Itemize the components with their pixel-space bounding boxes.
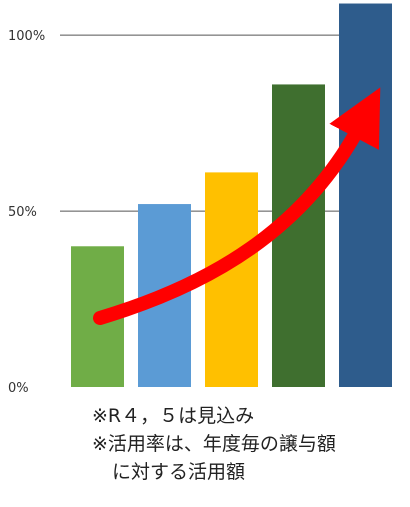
bar: [272, 84, 325, 387]
notes: ※R４，５は見込み ※活用率は、年度毎の譲与額 に対する活用額: [92, 402, 408, 486]
note-definition: ※活用率は、年度毎の譲与額: [92, 433, 336, 455]
note-estimate: ※R４，５は見込み: [92, 405, 255, 427]
trend-arrow: [93, 87, 381, 325]
bar: [339, 3, 392, 387]
note-definition-cont: に対する活用額: [112, 461, 246, 483]
y-tick-label: 50%: [8, 205, 37, 220]
y-axis: 0% 50% 100%: [8, 29, 45, 396]
y-tick-label: 100%: [8, 29, 45, 44]
bar: [205, 172, 258, 387]
bar-chart: 0%50%100% R元年度R２年度R３年度R４年度R5年度: [8, 3, 392, 396]
bars: [71, 3, 392, 387]
y-tick-label: 0%: [8, 381, 29, 396]
